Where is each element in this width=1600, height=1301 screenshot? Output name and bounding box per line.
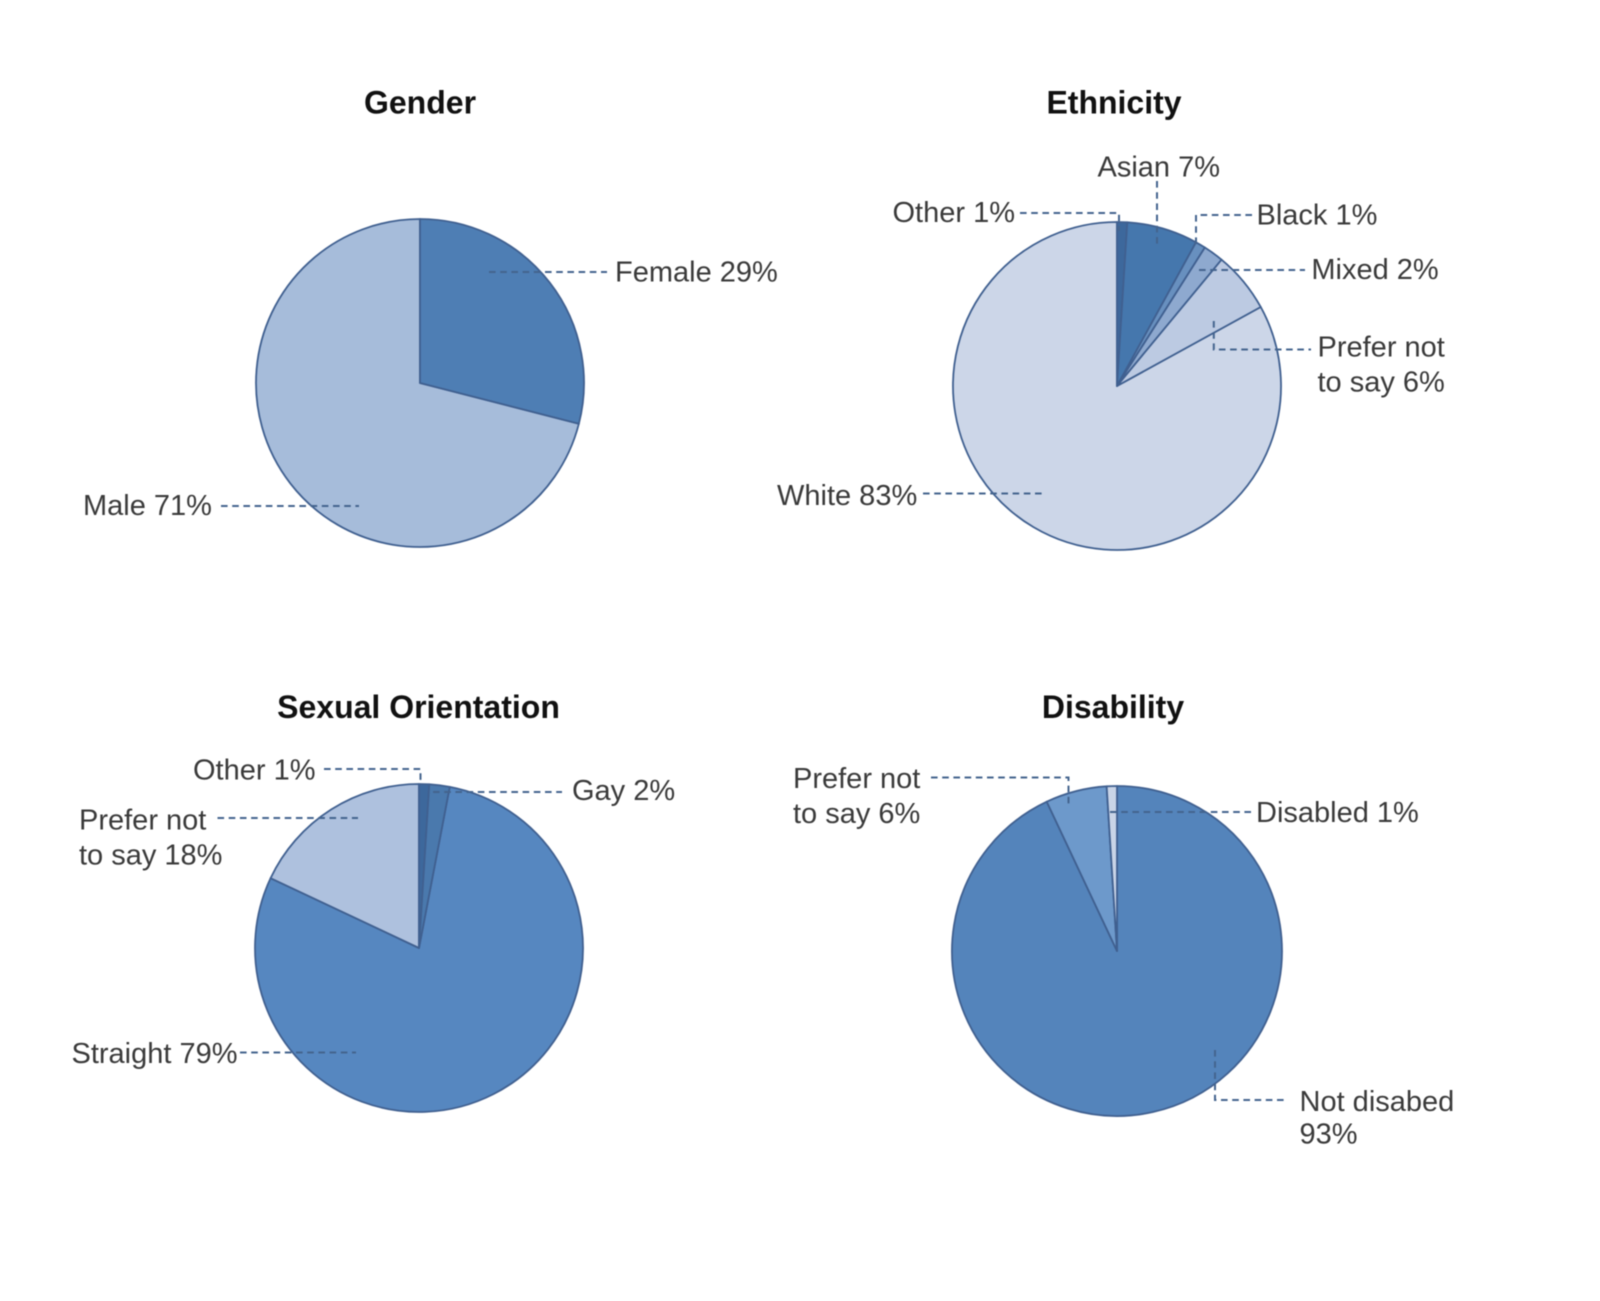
svg-text:Black 1%: Black 1% bbox=[1257, 200, 1378, 232]
svg-text:Mixed 2%: Mixed 2% bbox=[1311, 254, 1438, 286]
svg-text:Gay 2%: Gay 2% bbox=[572, 775, 675, 807]
svg-text:93%: 93% bbox=[1300, 1119, 1358, 1151]
svg-text:Male 71%: Male 71% bbox=[83, 490, 212, 522]
svg-text:Prefer not: Prefer not bbox=[79, 805, 206, 837]
svg-text:Not disabed: Not disabed bbox=[1300, 1086, 1455, 1118]
svg-text:Female 29%: Female 29% bbox=[615, 257, 778, 289]
svg-text:to say 18%: to say 18% bbox=[79, 840, 222, 872]
svg-text:Straight 79%: Straight 79% bbox=[72, 1038, 238, 1070]
svg-text:Sexual Orientation: Sexual Orientation bbox=[277, 689, 560, 725]
svg-text:Prefer not: Prefer not bbox=[793, 763, 920, 795]
svg-text:White 83%: White 83% bbox=[777, 480, 917, 512]
svg-text:Other 1%: Other 1% bbox=[193, 755, 316, 787]
svg-text:Disability: Disability bbox=[1042, 689, 1184, 725]
svg-text:Disabled 1%: Disabled 1% bbox=[1256, 797, 1419, 829]
svg-text:Ethnicity: Ethnicity bbox=[1046, 85, 1181, 121]
svg-text:to say 6%: to say 6% bbox=[1318, 367, 1445, 399]
svg-text:Other 1%: Other 1% bbox=[893, 197, 1016, 229]
svg-text:Prefer not: Prefer not bbox=[1318, 332, 1445, 364]
svg-text:Asian 7%: Asian 7% bbox=[1098, 152, 1221, 184]
svg-text:to say 6%: to say 6% bbox=[793, 798, 920, 830]
svg-text:Gender: Gender bbox=[364, 85, 476, 121]
